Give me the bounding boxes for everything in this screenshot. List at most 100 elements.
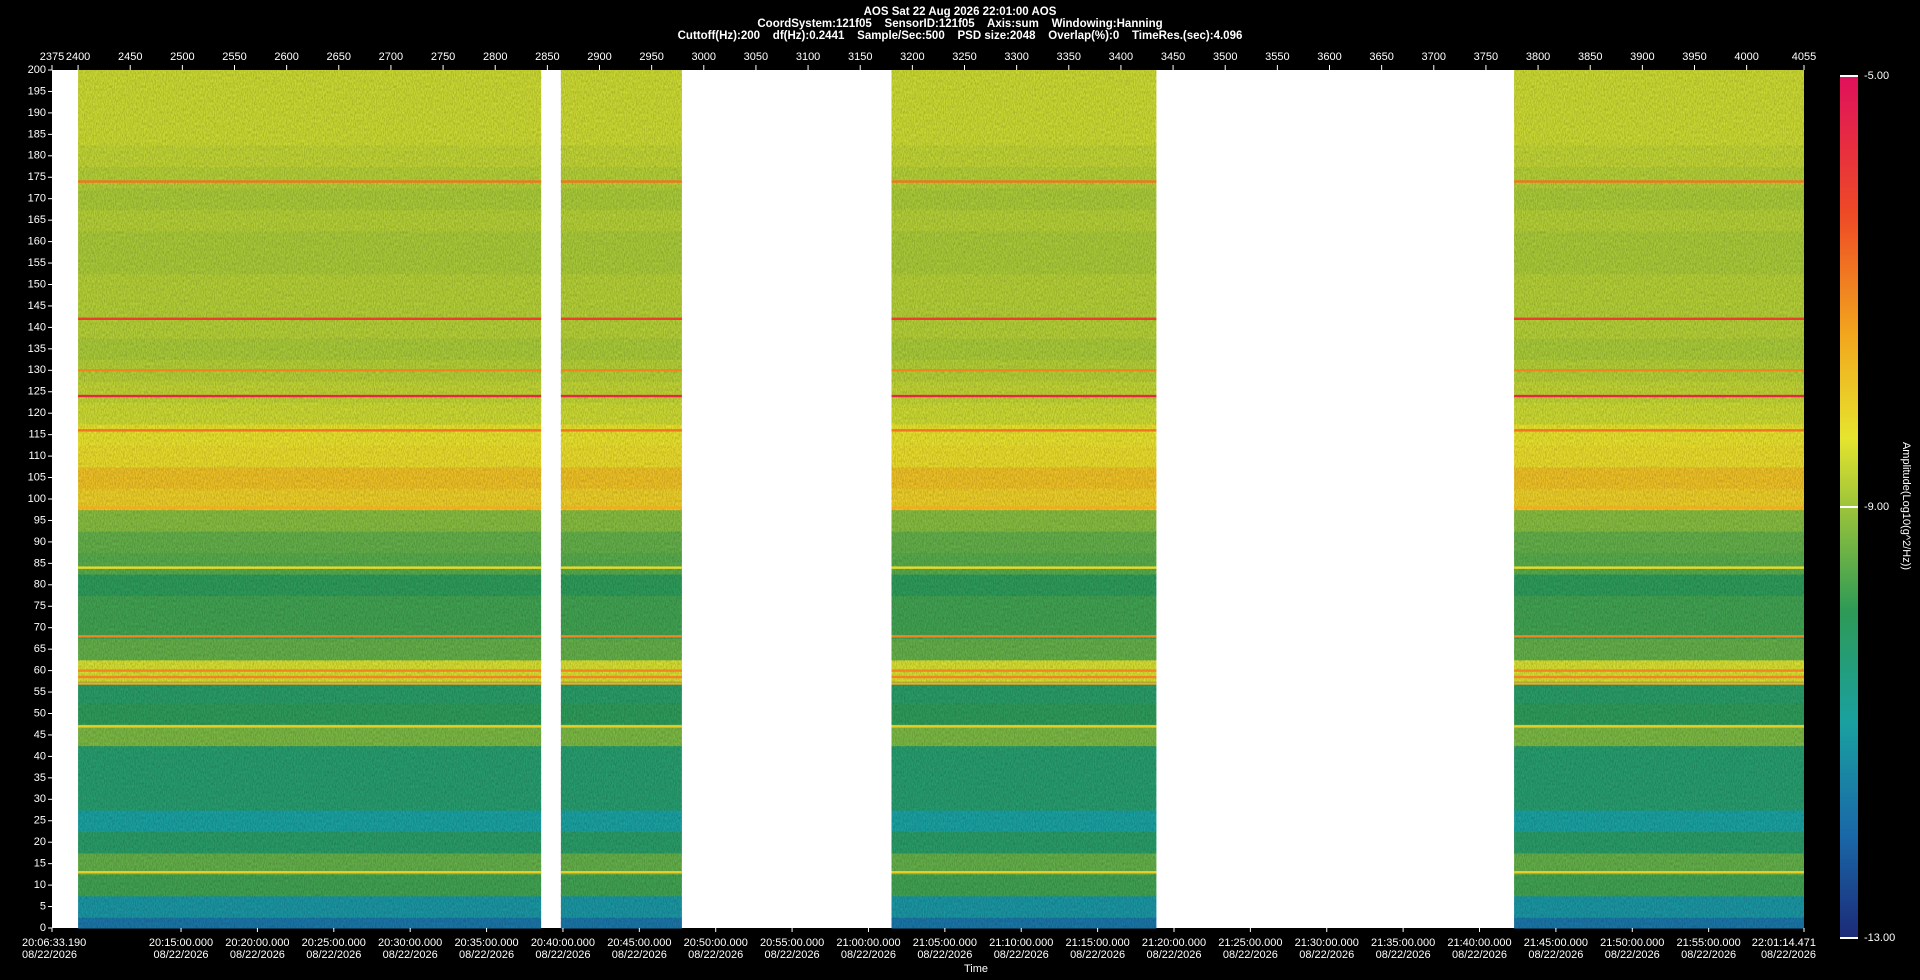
- x-tick-label: 2600: [274, 51, 298, 63]
- date-tick-label: 08/22/2026: [765, 949, 820, 961]
- spectral-line: [891, 682, 1157, 685]
- y-tick-label: 195: [28, 85, 46, 97]
- y-tick-label: 30: [34, 793, 46, 805]
- spectral-line: [891, 429, 1157, 432]
- spectral-line: [78, 682, 542, 685]
- date-tick-label: 08/22/2026: [1452, 949, 1507, 961]
- y-tick-label: 115: [28, 429, 46, 441]
- date-tick-label: 08/22/2026: [1528, 949, 1583, 961]
- date-tick-label: 08/22/2026: [22, 949, 77, 961]
- y-tick-label: 175: [28, 171, 46, 183]
- spectral-line: [560, 369, 682, 372]
- x-tick-label: 3600: [1317, 51, 1341, 63]
- date-tick-label: 08/22/2026: [688, 949, 743, 961]
- date-tick-label: 08/22/2026: [1376, 949, 1431, 961]
- x-tick-label: 3950: [1682, 51, 1706, 63]
- x-tick-label: 2400: [66, 51, 90, 63]
- y-tick-label: 50: [34, 707, 46, 719]
- date-tick-label: 08/22/2026: [383, 949, 438, 961]
- y-tick-label: 65: [34, 643, 46, 655]
- time-tick-label: 20:35:00.000: [454, 937, 518, 949]
- spectral-line: [560, 317, 682, 321]
- time-tick-label: 21:25:00.000: [1218, 937, 1282, 949]
- x-tick-label: 2700: [379, 51, 403, 63]
- spectral-line: [1514, 675, 1804, 679]
- spectral-line: [891, 317, 1157, 321]
- time-tick-label: 20:40:00.000: [531, 937, 595, 949]
- y-tick-label: 40: [34, 750, 46, 762]
- date-tick-label: 08/22/2026: [612, 949, 667, 961]
- x-tick-label: 3550: [1265, 51, 1289, 63]
- y-tick-label: 25: [34, 815, 46, 827]
- date-tick-label: 08/22/2026: [1070, 949, 1125, 961]
- spectral-line: [1514, 369, 1804, 372]
- x-tick-label: 3400: [1109, 51, 1133, 63]
- spectral-line: [1514, 682, 1804, 685]
- spectral-line: [560, 669, 682, 672]
- spectral-line: [1514, 669, 1804, 672]
- x-tick-label: 3500: [1213, 51, 1237, 63]
- info-line: Cuttoff(Hz):200 df(Hz):0.2441 Sample/Sec…: [678, 30, 1243, 42]
- date-tick-label: 08/22/2026: [459, 949, 514, 961]
- spectral-line: [78, 675, 542, 679]
- texture: [891, 70, 1157, 928]
- y-tick-label: 15: [34, 858, 46, 870]
- time-tick-label: 21:20:00.000: [1142, 937, 1206, 949]
- spectral-line: [891, 369, 1157, 372]
- time-tick-label: 21:10:00.000: [989, 937, 1053, 949]
- y-tick-label: 80: [34, 579, 46, 591]
- x-tick-label: 2800: [483, 51, 507, 63]
- x-tick-label: 2500: [170, 51, 194, 63]
- y-tick-label: 105: [28, 471, 46, 483]
- spectral-line: [78, 669, 542, 672]
- spectral-line: [560, 871, 682, 874]
- chart-title: AOS Sat 22 Aug 2026 22:01:00 AOS: [864, 6, 1057, 18]
- y-tick-label: 75: [34, 600, 46, 612]
- spectral-line: [560, 675, 682, 679]
- x-tick-label: 2450: [118, 51, 142, 63]
- y-tick-label: 165: [28, 214, 46, 226]
- x-tick-label: 4000: [1734, 51, 1758, 63]
- spectral-line: [891, 871, 1157, 874]
- date-tick-label: 08/22/2026: [1605, 949, 1660, 961]
- time-tick-label: 20:55:00.000: [760, 937, 824, 949]
- spectral-line: [560, 180, 682, 183]
- spectral-line: [891, 635, 1157, 638]
- y-tick-label: 55: [34, 686, 46, 698]
- x-tick-label: 2750: [431, 51, 455, 63]
- y-tick-label: 150: [28, 278, 46, 290]
- colorbar-tick-label: -5.00: [1864, 70, 1889, 82]
- y-tick-label: 170: [28, 193, 46, 205]
- date-tick-label: 08/22/2026: [994, 949, 1049, 961]
- x-tick-label: 2900: [587, 51, 611, 63]
- x-tick-label: 3250: [952, 51, 976, 63]
- x-tick-label: 3700: [1422, 51, 1446, 63]
- spectral-line: [891, 506, 1157, 509]
- x-tick-label: 2950: [639, 51, 663, 63]
- colorbar-tick-label: -13.00: [1864, 932, 1895, 944]
- time-tick-label: 20:25:00.000: [302, 937, 366, 949]
- x-tick-label: 3000: [692, 51, 716, 63]
- info-line: CoordSystem:121f05 SensorID:121f05 Axis:…: [757, 18, 1162, 30]
- y-tick-label: 60: [34, 665, 46, 677]
- x-tick-label: 3200: [900, 51, 924, 63]
- x-tick-label: 3050: [744, 51, 768, 63]
- y-tick-label: 90: [34, 536, 46, 548]
- y-tick-label: 20: [34, 836, 46, 848]
- date-tick-label: 08/22/2026: [917, 949, 972, 961]
- y-tick-label: 10: [34, 879, 46, 891]
- time-tick-label: 21:40:00.000: [1447, 937, 1511, 949]
- y-tick-label: 125: [28, 386, 46, 398]
- y-tick-label: 135: [28, 343, 46, 355]
- x-tick-label: 2375: [40, 51, 64, 63]
- spectral-line: [891, 675, 1157, 679]
- y-tick-label: 85: [34, 557, 46, 569]
- y-tick-label: 70: [34, 622, 46, 634]
- segment: [560, 70, 682, 929]
- y-tick-label: 110: [28, 450, 46, 462]
- y-tick-label: 145: [28, 300, 46, 312]
- x-tick-label: 3650: [1369, 51, 1393, 63]
- y-tick-label: 5: [40, 900, 46, 912]
- y-tick-label: 155: [28, 257, 46, 269]
- time-tick-label: 21:05:00.000: [913, 937, 977, 949]
